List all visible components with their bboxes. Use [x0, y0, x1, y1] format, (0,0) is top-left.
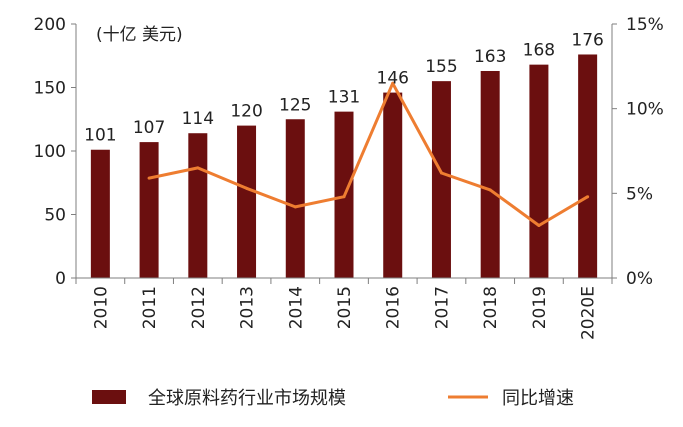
growth-point-2019	[537, 224, 541, 228]
legend: 全球原料药行业市场规模 同比增速	[92, 388, 574, 409]
bar-2010	[90, 149, 110, 278]
bar-2017	[431, 81, 451, 279]
right-tick-label-10%: 10%	[626, 100, 664, 120]
bar-value-label-2014: 125	[279, 95, 311, 115]
growth-line	[148, 81, 589, 227]
right-tick-label-15%: 15%	[626, 15, 664, 35]
bar-value-label-2015: 131	[328, 88, 360, 108]
right-tick-label-5%: 5%	[626, 184, 653, 204]
growth-point-2016	[391, 81, 395, 85]
growth-point-2017	[439, 171, 443, 175]
legend-bar-text: 全球原料药行业市场规模	[148, 388, 346, 409]
x-tick-label-2019: 2019	[530, 286, 550, 329]
growth-point-2013	[245, 186, 249, 190]
x-tick-label-2012: 2012	[189, 286, 209, 329]
x-tick-label-2010: 2010	[91, 286, 111, 329]
bar-2020E	[578, 54, 598, 279]
x-tick-label-2015: 2015	[335, 286, 355, 329]
growth-point-2015	[342, 195, 346, 199]
left-tick-label-50: 50	[44, 206, 66, 226]
bar-2013	[237, 125, 257, 278]
unit-label: (十亿 美元)	[96, 25, 183, 45]
growth-point-2018	[488, 188, 492, 192]
right-tick-label-0%: 0%	[626, 269, 653, 289]
x-tick-label-2016: 2016	[384, 286, 404, 329]
bar-2019	[529, 64, 549, 278]
labels-layer: 101 107 114 120 125 131 146 155 163 168 176	[84, 30, 604, 145]
bar-value-label-2011: 107	[133, 118, 165, 138]
bar-2014	[285, 119, 305, 278]
bar-value-label-2017: 155	[425, 57, 457, 77]
line-layer	[147, 81, 590, 228]
left-tick-label-0: 0	[55, 269, 66, 289]
left-tick-label-200: 200	[34, 15, 66, 35]
x-tick-label-2018: 2018	[481, 286, 501, 329]
growth-point-2011	[147, 176, 151, 180]
x-tick-label-2011: 2011	[140, 286, 160, 329]
bar-value-label-2010: 101	[84, 126, 116, 146]
x-tick-label-2017: 2017	[432, 286, 452, 329]
bar-2018	[480, 70, 500, 279]
legend-bar-swatch	[92, 390, 126, 404]
left-tick-label-100: 100	[34, 142, 66, 162]
growth-point-2012	[196, 166, 200, 170]
bar-2016	[383, 92, 403, 278]
x-tick-label-2014: 2014	[286, 286, 306, 329]
bar-value-label-2016: 146	[377, 69, 409, 89]
bar-2012	[188, 133, 208, 278]
bar-value-label-2020E: 176	[571, 30, 603, 50]
bar-value-label-2018: 163	[474, 47, 506, 67]
growth-point-2020E	[586, 195, 590, 199]
bar-value-label-2012: 114	[182, 109, 214, 129]
growth-point-2014	[293, 205, 297, 209]
bar-2011	[139, 142, 159, 278]
axes-layer: 0 50 100 150 200 0% 5% 10% 15% 2010 2011 2012 2013 20…	[34, 15, 664, 340]
left-tick-label-150: 150	[34, 79, 66, 99]
x-tick-label-2020E: 2020E	[579, 286, 599, 340]
x-tick-label-2013: 2013	[238, 286, 258, 329]
bars-layer	[90, 54, 598, 279]
bar-value-label-2019: 168	[523, 41, 555, 61]
bar-value-label-2013: 120	[230, 102, 262, 122]
legend-line-text: 同比增速	[502, 388, 574, 409]
